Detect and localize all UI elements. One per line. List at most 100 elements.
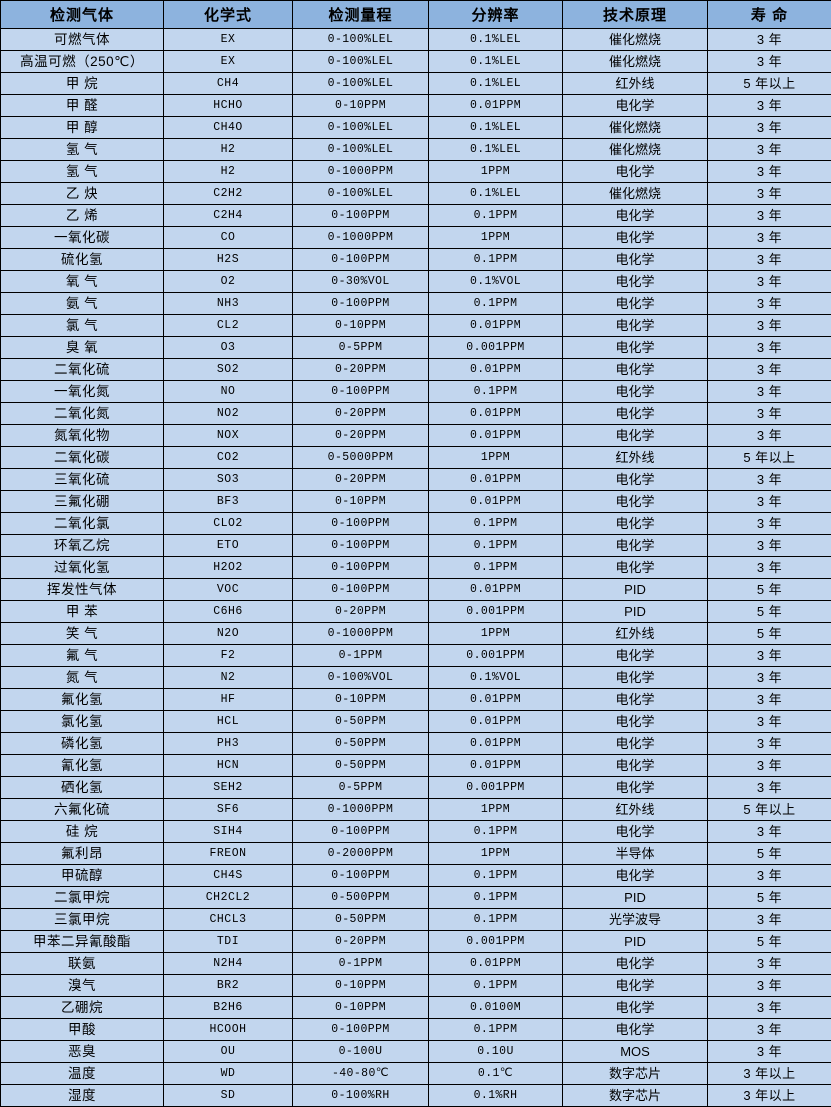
cell-name: 三氟化硼	[1, 491, 164, 513]
cell-name: 笑 气	[1, 623, 164, 645]
cell-resolution: 0.1PPM	[429, 381, 563, 403]
cell-resolution: 0.001PPM	[429, 777, 563, 799]
cell-resolution: 0.1PPM	[429, 513, 563, 535]
cell-formula: H2S	[164, 249, 293, 271]
cell-life: 3 年	[708, 271, 831, 293]
cell-name: 氮氧化物	[1, 425, 164, 447]
cell-name: 二氯甲烷	[1, 887, 164, 909]
cell-life: 3 年	[708, 755, 831, 777]
cell-name: 甲 醇	[1, 117, 164, 139]
cell-range: 0-20PPM	[293, 469, 429, 491]
cell-resolution: 0.01PPM	[429, 469, 563, 491]
cell-range: 0-100U	[293, 1041, 429, 1063]
cell-range: 0-100%LEL	[293, 73, 429, 95]
cell-name: 高温可燃（250℃）	[1, 51, 164, 73]
cell-life: 5 年	[708, 579, 831, 601]
cell-life: 5 年	[708, 623, 831, 645]
cell-life: 3 年	[708, 249, 831, 271]
cell-formula: CLO2	[164, 513, 293, 535]
cell-principle: 红外线	[563, 623, 708, 645]
cell-range: 0-100PPM	[293, 579, 429, 601]
cell-principle: PID	[563, 579, 708, 601]
cell-range: 0-50PPM	[293, 733, 429, 755]
cell-principle: 电化学	[563, 1019, 708, 1041]
cell-name: 环氧乙烷	[1, 535, 164, 557]
cell-range: 0-20PPM	[293, 931, 429, 953]
cell-resolution: 1PPM	[429, 623, 563, 645]
cell-range: 0-10PPM	[293, 997, 429, 1019]
cell-range: 0-5000PPM	[293, 447, 429, 469]
cell-life: 3 年	[708, 183, 831, 205]
cell-principle: 红外线	[563, 447, 708, 469]
cell-range: 0-1PPM	[293, 953, 429, 975]
cell-range: 0-100PPM	[293, 865, 429, 887]
cell-formula: HCN	[164, 755, 293, 777]
cell-resolution: 0.01PPM	[429, 315, 563, 337]
cell-name: 氰化氢	[1, 755, 164, 777]
cell-principle: 电化学	[563, 667, 708, 689]
cell-resolution: 0.1%LEL	[429, 73, 563, 95]
cell-life: 3 年	[708, 359, 831, 381]
cell-name: 硫化氢	[1, 249, 164, 271]
cell-range: -40-80℃	[293, 1063, 429, 1085]
cell-principle: 电化学	[563, 513, 708, 535]
cell-range: 0-1PPM	[293, 645, 429, 667]
cell-name: 甲苯二异氰酸酯	[1, 931, 164, 953]
cell-life: 3 年	[708, 293, 831, 315]
cell-formula: C6H6	[164, 601, 293, 623]
cell-principle: 电化学	[563, 535, 708, 557]
cell-life: 3 年	[708, 821, 831, 843]
cell-range: 0-5PPM	[293, 337, 429, 359]
cell-name: 可燃气体	[1, 29, 164, 51]
cell-range: 0-10PPM	[293, 95, 429, 117]
cell-name: 氢 气	[1, 139, 164, 161]
column-header-range: 检测量程	[293, 1, 429, 29]
cell-formula: CL2	[164, 315, 293, 337]
cell-resolution: 0.0100M	[429, 997, 563, 1019]
cell-name: 硅 烷	[1, 821, 164, 843]
cell-life: 3 年	[708, 535, 831, 557]
cell-principle: 电化学	[563, 777, 708, 799]
cell-life: 5 年以上	[708, 447, 831, 469]
cell-life: 3 年	[708, 51, 831, 73]
cell-life: 5 年以上	[708, 73, 831, 95]
cell-resolution: 0.001PPM	[429, 931, 563, 953]
cell-name: 氟化氢	[1, 689, 164, 711]
cell-resolution: 0.01PPM	[429, 403, 563, 425]
cell-principle: 红外线	[563, 799, 708, 821]
cell-resolution: 0.01PPM	[429, 491, 563, 513]
cell-life: 3 年	[708, 975, 831, 997]
cell-life: 3 年	[708, 711, 831, 733]
cell-principle: 电化学	[563, 491, 708, 513]
cell-life: 3 年	[708, 381, 831, 403]
cell-formula: SO2	[164, 359, 293, 381]
cell-formula: NH3	[164, 293, 293, 315]
cell-resolution: 0.1%LEL	[429, 139, 563, 161]
cell-life: 3 年	[708, 425, 831, 447]
cell-name: 甲硫醇	[1, 865, 164, 887]
cell-formula: SF6	[164, 799, 293, 821]
cell-principle: 电化学	[563, 381, 708, 403]
cell-principle: 电化学	[563, 161, 708, 183]
cell-formula: C2H2	[164, 183, 293, 205]
cell-range: 0-10PPM	[293, 975, 429, 997]
cell-resolution: 0.1PPM	[429, 821, 563, 843]
cell-formula: H2	[164, 139, 293, 161]
cell-range: 0-10PPM	[293, 315, 429, 337]
cell-resolution: 0.1%VOL	[429, 667, 563, 689]
